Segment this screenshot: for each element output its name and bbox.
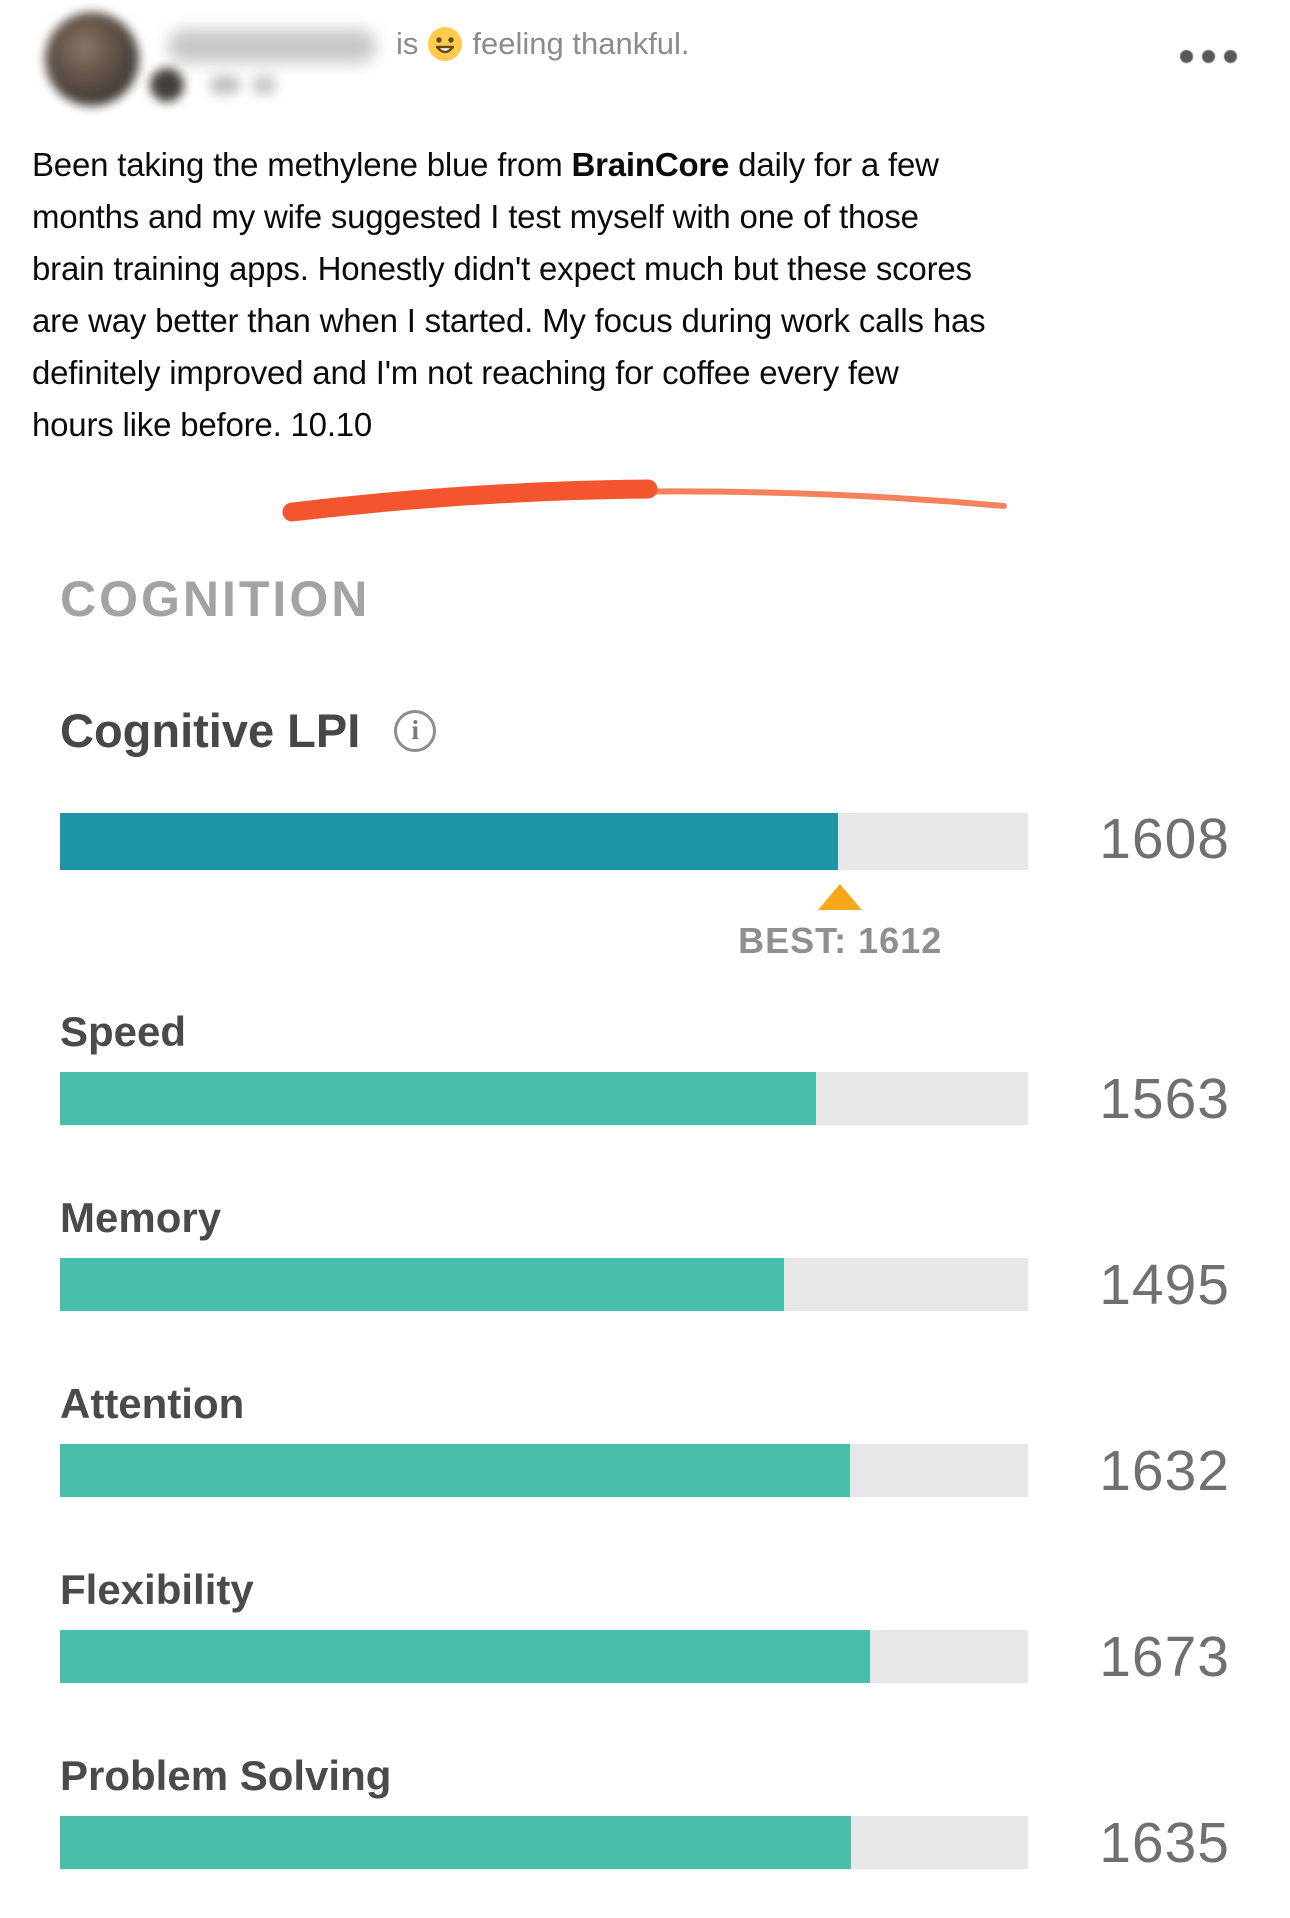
bar-fill (60, 1816, 852, 1869)
bar-track (60, 1816, 1028, 1869)
brand-name-bold: BrainCore (571, 146, 730, 183)
ellipsis-dot (1224, 50, 1237, 63)
cognitive-lpi-heading: Cognitive LPI i (60, 703, 437, 758)
post-text-line: brain training apps. Honestly didn't exp… (32, 250, 972, 287)
post-text: Been taking the methylene blue from Brai… (32, 139, 1062, 451)
gauge-arc-cropped (282, 479, 1007, 522)
best-marker: BEST: 1612 (738, 884, 942, 962)
score-value: 1495 (1099, 1253, 1230, 1317)
score-value: 1635 (1099, 1811, 1230, 1875)
post-text-line: are way better than when I started. My f… (32, 302, 986, 339)
timestamp-emoji-blurred (150, 68, 184, 102)
score-value: 1632 (1099, 1439, 1230, 1503)
post-text-line: months and my wife suggested I test myse… (32, 198, 919, 235)
best-score-label: BEST: 1612 (738, 920, 943, 961)
bar-label-attention: Attention (60, 1380, 245, 1427)
triangle-up-icon (818, 884, 863, 910)
privacy-icon-blurred (252, 76, 276, 94)
bar-fill (60, 1444, 850, 1497)
ellipsis-dot (1202, 50, 1215, 63)
section-title: COGNITION (60, 571, 371, 627)
feeling-text: feeling thankful. (472, 26, 690, 61)
timestamp-blurred (210, 76, 240, 94)
bar-fill (60, 1258, 784, 1311)
post-text-segment: daily for a few (729, 146, 939, 183)
score-value: 1673 (1099, 1625, 1230, 1689)
bar-label-memory: Memory (60, 1194, 222, 1241)
post-text-line: hours like before. 10.10 (32, 406, 373, 443)
best-marker-area: BEST: 1612 (60, 884, 1028, 974)
bar-label-flexibility: Flexibility (60, 1566, 254, 1613)
bar-label-problem-solving: Problem Solving (60, 1752, 392, 1799)
lpi-bar-track (60, 813, 1028, 870)
bar-label-speed: Speed (60, 1008, 187, 1055)
feeling-status: is feeling thankful. (396, 22, 690, 66)
post-text-segment: Been taking the methylene blue from (32, 146, 572, 183)
bar-track (60, 1072, 1028, 1125)
bar-track (60, 1444, 1028, 1497)
more-options-button[interactable] (1180, 50, 1237, 63)
info-icon[interactable]: i (394, 709, 437, 752)
smiling-face-emoji-icon (427, 26, 463, 62)
cognitive-lpi-label: Cognitive LPI (60, 704, 361, 757)
avatar[interactable] (45, 12, 139, 106)
username-blurred[interactable] (168, 29, 376, 63)
score-value: 1563 (1099, 1067, 1230, 1131)
bar-track (60, 1630, 1028, 1683)
ellipsis-dot (1180, 50, 1193, 63)
bar-fill (60, 1072, 817, 1125)
lpi-score-value: 1608 (1099, 807, 1230, 871)
status-connector: is (396, 26, 419, 61)
lpi-bar-fill (60, 813, 839, 870)
post-text-line: definitely improved and I'm not reaching… (32, 354, 899, 391)
bar-track (60, 1258, 1028, 1311)
bar-fill (60, 1630, 870, 1683)
post-text-line: Been taking the methylene blue from Brai… (32, 139, 1062, 191)
